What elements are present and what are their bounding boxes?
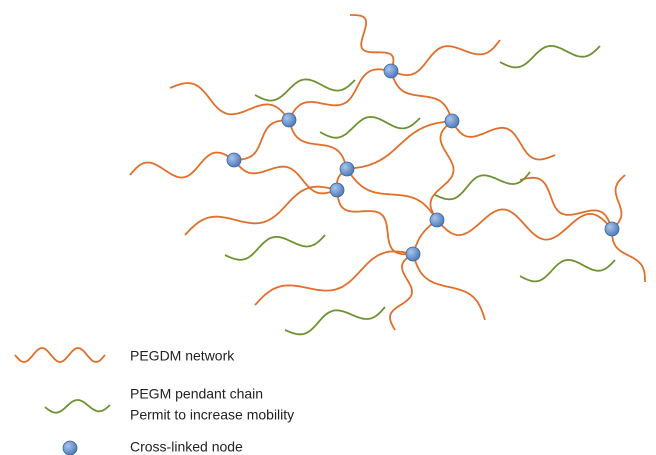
legend-pendant-note: Permit to increase mobility — [130, 407, 294, 423]
network — [14, 14, 646, 414]
network-strand — [288, 119, 348, 170]
network-strand — [336, 189, 414, 256]
network-strand — [184, 185, 338, 236]
network-strand — [389, 253, 414, 331]
network-strand — [451, 120, 556, 161]
legend-node: Cross-linked node — [130, 439, 243, 455]
cross-linked-node — [226, 152, 242, 168]
cross-linked-node — [604, 221, 620, 237]
pendant-chain — [284, 306, 386, 336]
network-strand — [611, 174, 626, 230]
network-strand — [254, 250, 414, 306]
cross-linked-node — [444, 113, 460, 129]
pendant-chain — [224, 234, 326, 261]
cross-linked-node — [383, 63, 399, 79]
legend-pendant: PEGM pendant chain — [130, 386, 263, 402]
network-strand — [288, 68, 392, 121]
cross-linked-node — [329, 182, 345, 198]
nodes — [62, 63, 620, 455]
network-strand — [519, 176, 613, 230]
network-strand — [350, 14, 395, 72]
network-strand — [346, 120, 453, 170]
cross-linked-node — [405, 246, 421, 262]
legend-network-swatch — [14, 347, 106, 363]
network-strand — [429, 120, 455, 221]
network-strand — [412, 253, 486, 321]
network-strand — [233, 159, 338, 195]
network-strand — [233, 119, 290, 161]
network-strand — [129, 151, 235, 179]
pendant-chain — [434, 171, 531, 201]
network-strand — [169, 82, 290, 121]
cross-linked-node — [339, 161, 355, 177]
legend-network: PEGDM network — [130, 348, 235, 364]
network-strand — [390, 39, 501, 76]
pendant-chain — [319, 115, 421, 139]
pendant-chain — [519, 258, 616, 283]
cross-linked-node — [281, 112, 297, 128]
legend-pendant-swatch — [44, 399, 111, 414]
network-strand — [436, 208, 613, 241]
network-strand — [346, 168, 438, 221]
network-strand — [390, 70, 453, 122]
cross-linked-node — [429, 212, 445, 228]
legend-node-swatch — [62, 440, 78, 455]
pendant-chain — [499, 44, 601, 69]
network-strand — [611, 229, 646, 282]
pendant-chain — [254, 78, 356, 102]
